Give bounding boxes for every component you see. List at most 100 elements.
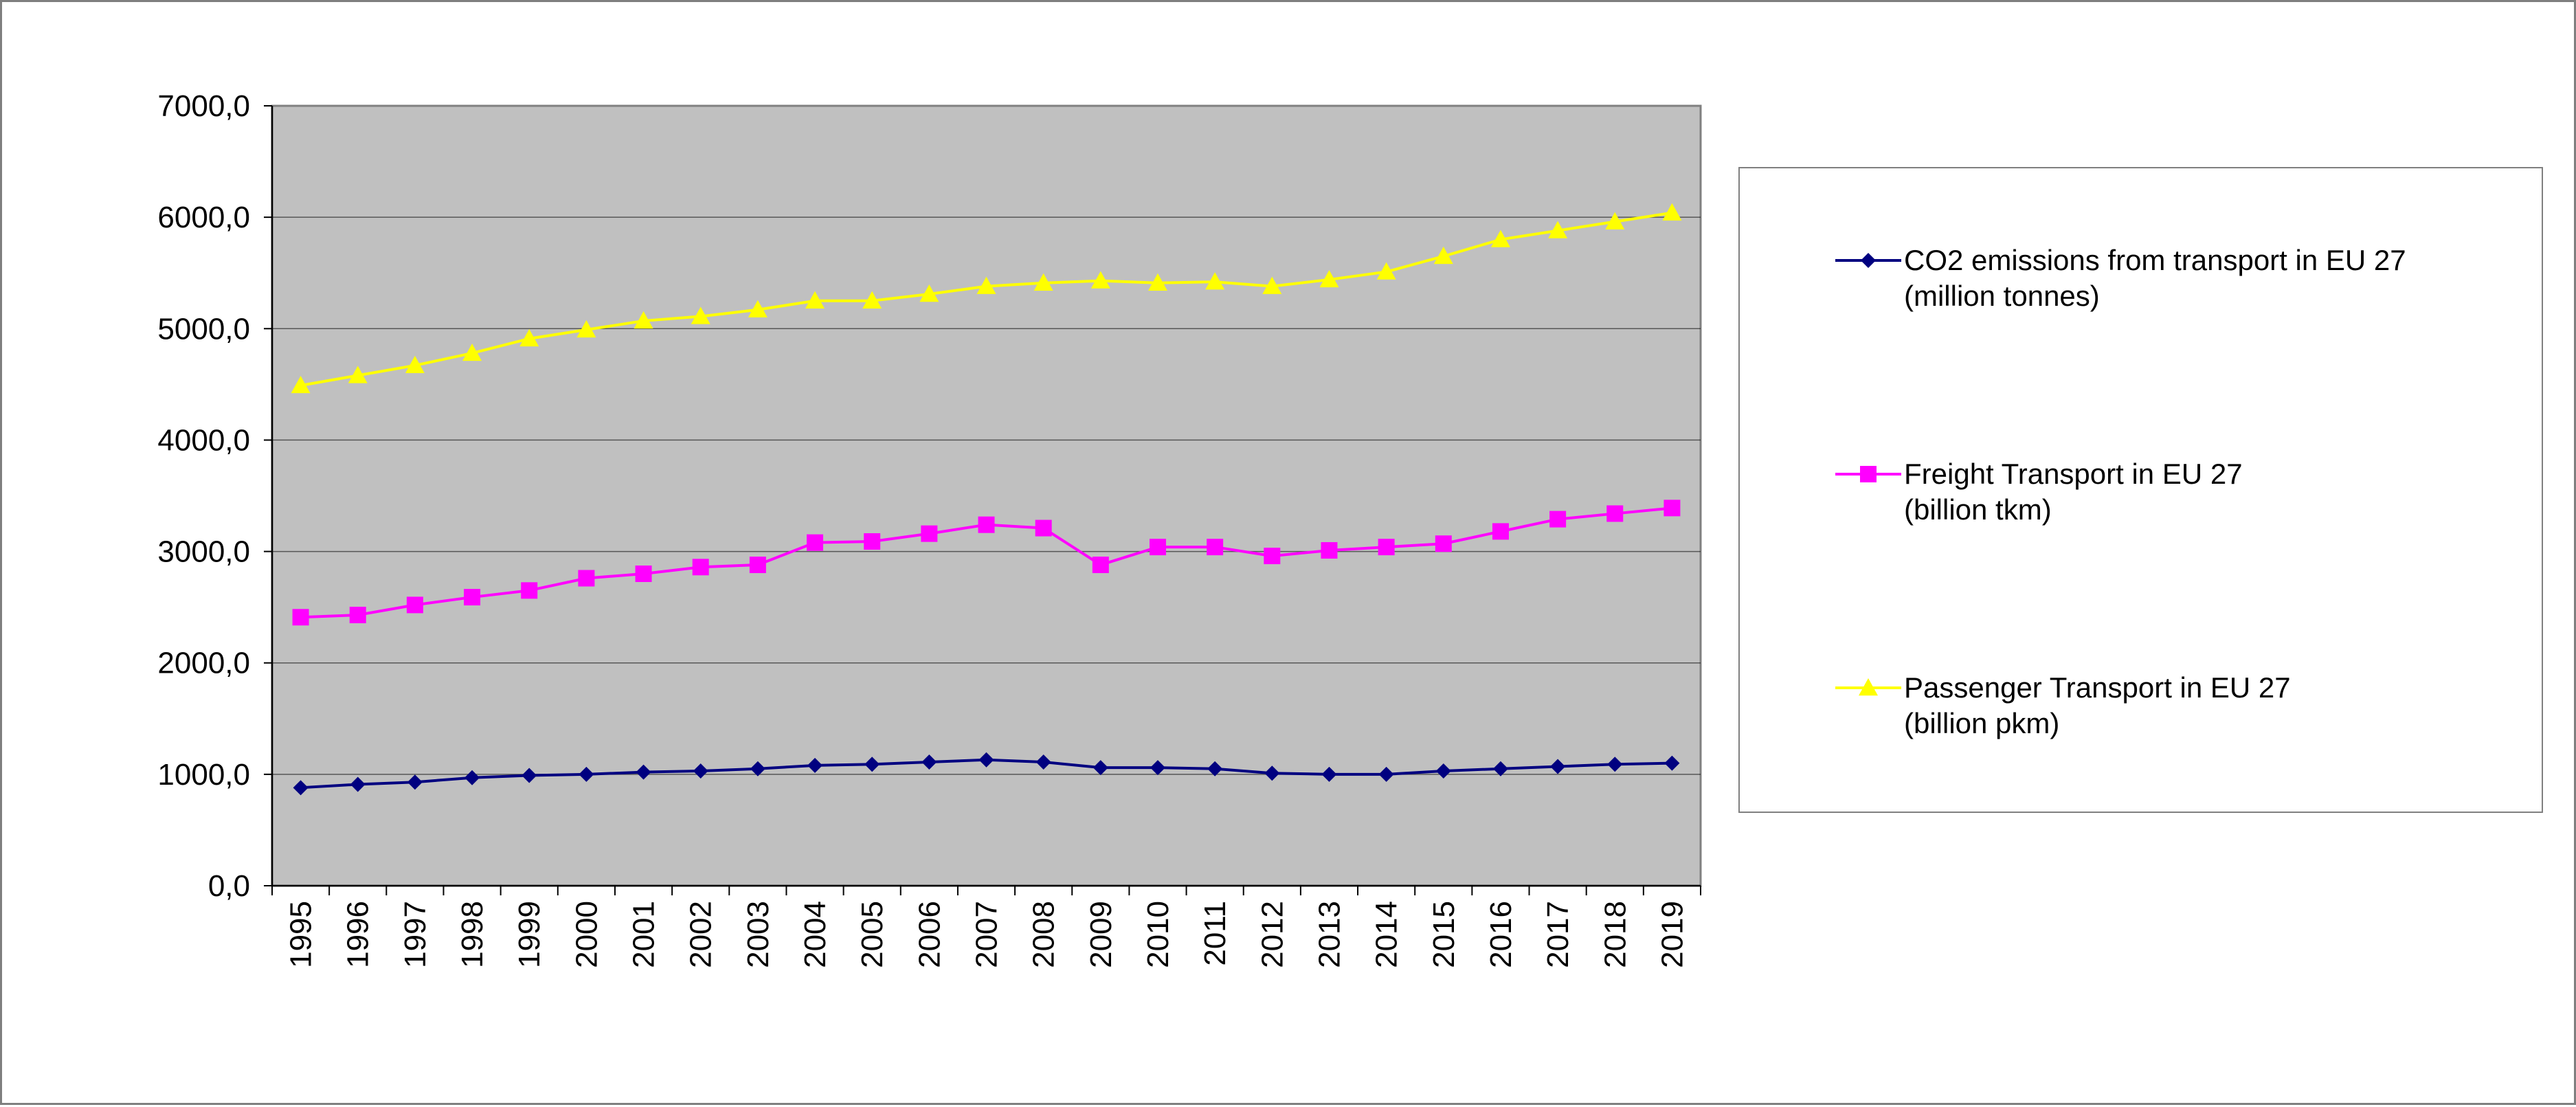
data-point-series-1	[464, 770, 480, 785]
data-point-series-1	[1550, 759, 1566, 774]
data-point-series-2	[864, 533, 881, 550]
x-tick-label: 2003	[741, 901, 775, 968]
x-tick-label: 2009	[1084, 901, 1118, 968]
x-tick-label: 2005	[855, 901, 889, 968]
data-point-series-2	[1435, 535, 1452, 552]
data-point-series-3	[1090, 271, 1110, 289]
legend-marker	[1861, 253, 1876, 268]
data-point-series-3	[1033, 273, 1053, 291]
data-point-series-3	[291, 375, 311, 394]
data-point-series-3	[576, 320, 596, 338]
data-point-series-1	[1264, 765, 1280, 781]
data-point-series-1	[293, 780, 309, 796]
x-tick-label: 2000	[570, 901, 603, 968]
data-point-series-1	[1093, 760, 1108, 776]
data-point-series-1	[1035, 754, 1051, 770]
data-point-series-1	[1492, 761, 1508, 776]
x-tick-label: 2002	[684, 901, 718, 968]
y-tick-label: 1000,0	[157, 758, 250, 792]
data-point-series-3	[1433, 246, 1453, 265]
y-tick-label: 3000,0	[157, 535, 250, 569]
data-point-series-2	[1035, 519, 1052, 537]
data-point-series-3	[976, 276, 996, 294]
legend-sublabel: (billion pkm)	[1904, 707, 2059, 739]
plot-area: 0,0 1000,0 2000,0 3000,0 4000,0 5000,0 6000,0 7…	[157, 89, 1702, 968]
y-tick-label: 0,0	[208, 869, 250, 903]
data-point-series-1	[921, 754, 937, 770]
data-point-series-3	[1605, 212, 1625, 230]
data-point-series-2	[635, 566, 652, 582]
x-tick-label: 2006	[912, 901, 946, 968]
legend-box	[1738, 167, 2543, 813]
data-point-series-3	[1262, 276, 1282, 294]
x-tick-label: 2004	[798, 901, 832, 968]
data-point-series-3	[691, 306, 710, 324]
data-point-series-3	[919, 284, 939, 302]
data-point-series-2	[1492, 523, 1509, 540]
data-point-series-3	[405, 355, 425, 373]
data-point-series-2	[521, 582, 538, 599]
x-tick-label: 2012	[1255, 901, 1289, 968]
data-point-series-2	[1149, 539, 1166, 556]
data-point-series-2	[464, 589, 481, 606]
legend-marker	[1860, 466, 1877, 482]
data-point-series-1	[978, 752, 994, 768]
legend-sublabel: (billion tkm)	[1904, 493, 2052, 526]
data-point-series-2	[978, 516, 995, 533]
legend: CO2 emissions from transport in EU 27 (mi…	[1738, 167, 2543, 813]
y-tick-label: 7000,0	[157, 89, 250, 123]
x-tick-label: 2013	[1312, 901, 1346, 968]
y-tick-label: 5000,0	[157, 312, 250, 346]
data-point-series-3	[519, 328, 539, 347]
data-point-series-2	[1264, 548, 1281, 565]
data-point-series-3	[348, 366, 368, 383]
data-point-series-2	[1606, 505, 1624, 522]
x-tick-label: 2016	[1484, 901, 1518, 968]
x-tick-label: 2001	[627, 901, 661, 968]
data-point-series-3	[1548, 221, 1568, 238]
legend-marker	[1859, 678, 1878, 696]
legend-sublabel: (million tonnes)	[1904, 280, 2100, 312]
data-point-series-1	[636, 764, 651, 780]
data-point-series-1	[750, 761, 765, 776]
x-tick-label: 1997	[399, 901, 432, 968]
data-point-series-3	[748, 300, 768, 317]
data-point-series-1	[350, 776, 366, 792]
data-point-series-3	[1376, 262, 1396, 280]
data-point-series-3	[1490, 230, 1510, 247]
data-point-series-2	[807, 534, 824, 551]
data-point-series-2	[1321, 541, 1338, 559]
data-point-series-1	[1150, 760, 1165, 776]
data-point-series-3	[1662, 203, 1682, 221]
legend-label: CO2 emissions from transport in EU 27	[1904, 244, 2406, 276]
data-point-series-1	[1664, 755, 1680, 771]
data-point-series-1	[1207, 761, 1223, 776]
data-point-series-1	[1378, 766, 1394, 782]
data-point-series-2	[1549, 511, 1567, 528]
y-tick-label: 6000,0	[157, 201, 250, 234]
data-point-series-3	[1147, 273, 1167, 291]
x-tick-label: 1996	[341, 901, 375, 968]
y-tick-label: 4000,0	[157, 423, 250, 457]
x-tick-label: 2008	[1027, 901, 1061, 968]
x-tick-label: 2018	[1598, 901, 1632, 968]
x-tick-label: 2007	[970, 901, 1004, 968]
data-point-series-2	[406, 596, 423, 614]
x-tick-label: 2014	[1370, 901, 1404, 968]
data-point-series-2	[749, 557, 766, 574]
data-point-series-1	[1435, 763, 1451, 779]
x-tick-label: 1995	[284, 901, 318, 968]
data-point-series-1	[864, 757, 880, 772]
data-point-series-3	[805, 291, 825, 309]
data-point-series-1	[1321, 766, 1337, 782]
data-point-series-3	[1205, 272, 1225, 290]
data-point-series-3	[462, 343, 482, 361]
data-point-series-3	[1319, 269, 1339, 288]
data-point-series-1	[579, 766, 594, 782]
data-point-series-3	[862, 291, 882, 309]
x-tick-label: 1998	[456, 901, 489, 968]
data-point-series-2	[292, 609, 309, 626]
data-point-series-1	[807, 757, 823, 773]
data-point-series-2	[692, 559, 709, 576]
